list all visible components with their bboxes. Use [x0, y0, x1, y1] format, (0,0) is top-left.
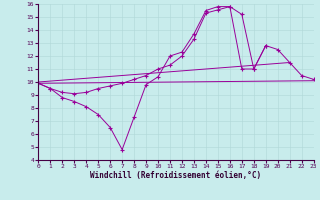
X-axis label: Windchill (Refroidissement éolien,°C): Windchill (Refroidissement éolien,°C): [91, 171, 261, 180]
